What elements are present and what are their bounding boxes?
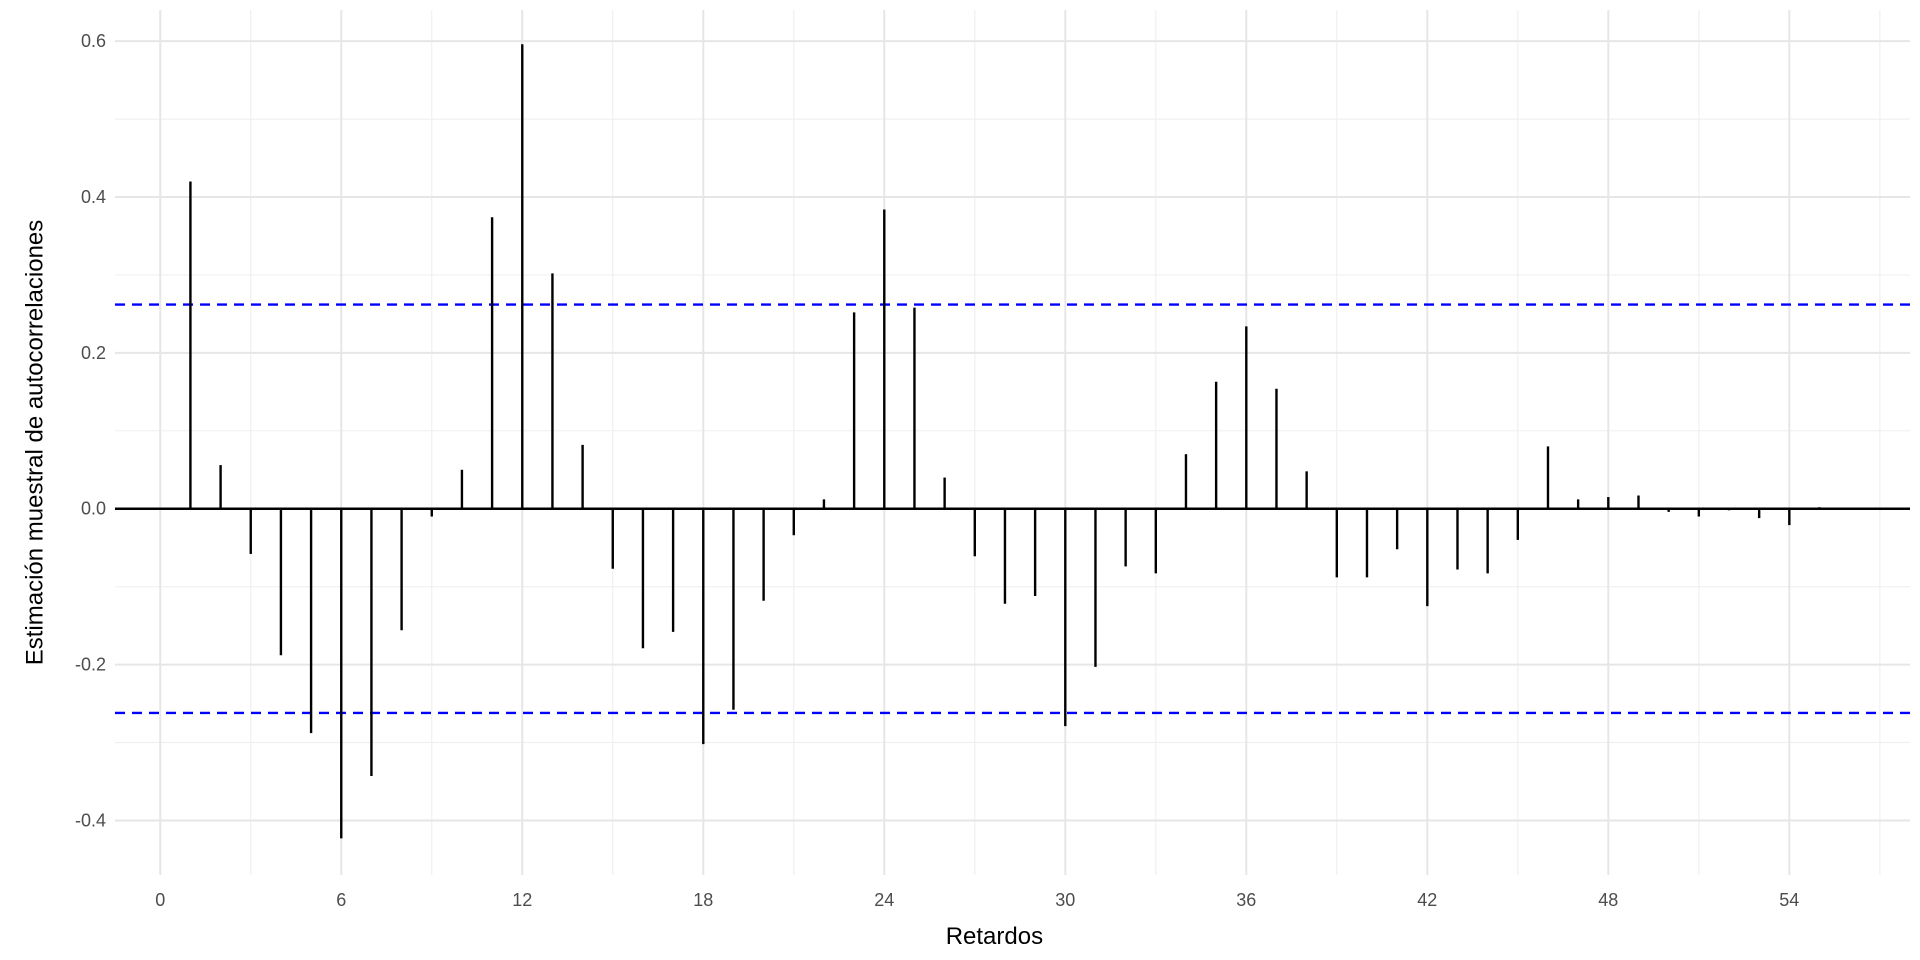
x-tick-label: 18 — [693, 890, 713, 910]
x-tick-label: 12 — [512, 890, 532, 910]
major-gridlines — [115, 10, 1910, 875]
x-tick-label: 24 — [874, 890, 894, 910]
x-tick-label: 36 — [1236, 890, 1256, 910]
x-axis-title: Retardos — [946, 923, 1043, 950]
y-tick-label: 0.0 — [81, 499, 106, 519]
y-tick-label: 0.2 — [81, 343, 106, 363]
y-tick-label: 0.6 — [81, 31, 106, 51]
x-tick-label: 6 — [336, 890, 346, 910]
x-axis-tick-labels: 0 6 12 18 24 30 36 42 48 54 — [155, 890, 1799, 910]
x-tick-label: 48 — [1598, 890, 1618, 910]
acf-bars — [189, 44, 1821, 839]
y-tick-label: 0.4 — [81, 187, 106, 207]
y-tick-label: -0.2 — [75, 655, 106, 675]
y-tick-label: -0.4 — [75, 810, 106, 830]
minor-gridlines — [115, 10, 1910, 875]
x-tick-label: 0 — [155, 890, 165, 910]
x-tick-label: 42 — [1417, 890, 1437, 910]
y-axis-tick-labels: -0.4 -0.2 0.0 0.2 0.4 0.6 — [75, 31, 106, 830]
x-tick-label: 54 — [1779, 890, 1799, 910]
x-tick-label: 30 — [1055, 890, 1075, 910]
y-axis-title: Estimación muestral de autocorrelaciones — [21, 220, 48, 666]
